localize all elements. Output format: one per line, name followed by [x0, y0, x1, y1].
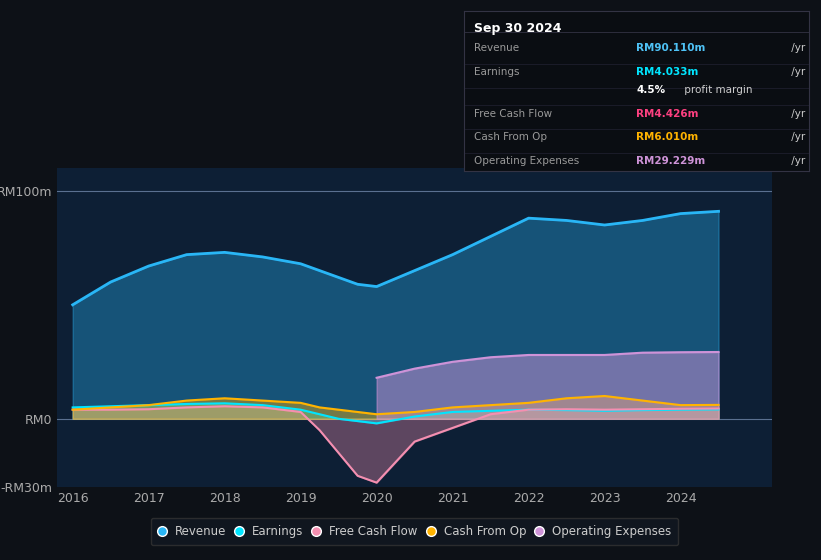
- Text: RM4.033m: RM4.033m: [636, 67, 699, 77]
- Text: Sep 30 2024: Sep 30 2024: [475, 22, 562, 35]
- Text: /yr: /yr: [788, 109, 805, 119]
- Text: /yr: /yr: [788, 67, 805, 77]
- Text: RM4.426m: RM4.426m: [636, 109, 699, 119]
- Text: Revenue: Revenue: [475, 43, 520, 53]
- Text: RM90.110m: RM90.110m: [636, 43, 706, 53]
- Text: RM29.229m: RM29.229m: [636, 156, 705, 166]
- Text: Free Cash Flow: Free Cash Flow: [475, 109, 553, 119]
- Text: Earnings: Earnings: [475, 67, 520, 77]
- Text: /yr: /yr: [788, 156, 805, 166]
- Text: /yr: /yr: [788, 43, 805, 53]
- Text: Operating Expenses: Operating Expenses: [475, 156, 580, 166]
- Text: 4.5%: 4.5%: [636, 85, 665, 95]
- Text: RM6.010m: RM6.010m: [636, 133, 699, 142]
- Text: /yr: /yr: [788, 133, 805, 142]
- Text: Cash From Op: Cash From Op: [475, 133, 548, 142]
- Text: profit margin: profit margin: [681, 85, 753, 95]
- Legend: Revenue, Earnings, Free Cash Flow, Cash From Op, Operating Expenses: Revenue, Earnings, Free Cash Flow, Cash …: [151, 518, 678, 545]
